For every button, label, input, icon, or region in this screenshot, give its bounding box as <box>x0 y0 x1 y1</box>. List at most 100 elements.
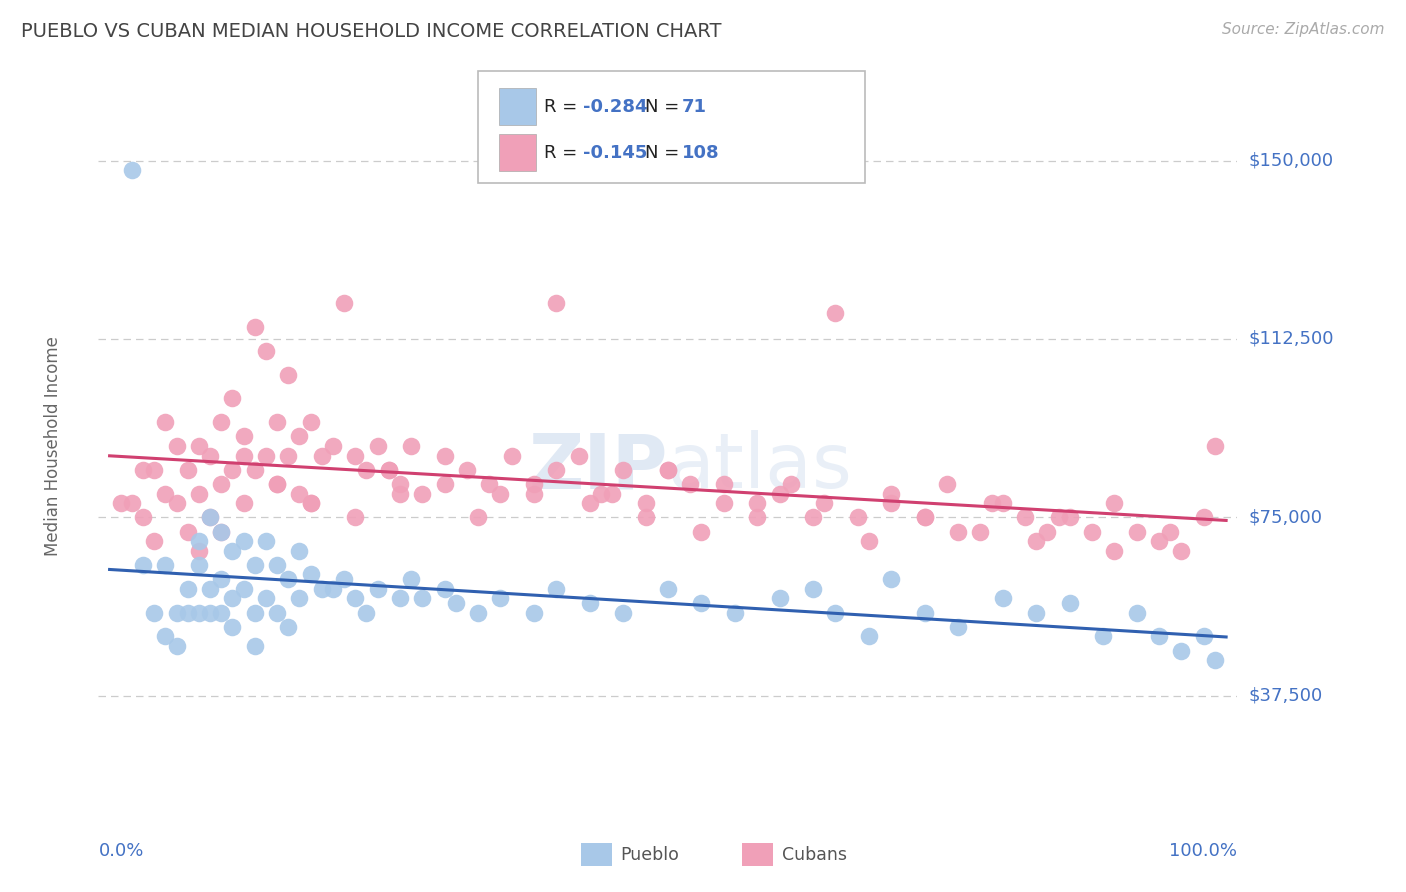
Point <box>991 591 1014 606</box>
Point <box>243 320 266 334</box>
Point <box>299 496 322 510</box>
Text: -0.284: -0.284 <box>583 97 648 116</box>
Point <box>657 582 679 596</box>
Point <box>779 477 801 491</box>
Point <box>914 510 936 524</box>
Point <box>166 606 188 620</box>
Point <box>880 572 903 586</box>
Point <box>110 496 132 510</box>
Point <box>155 415 177 429</box>
Point <box>266 477 288 491</box>
Text: $112,500: $112,500 <box>1249 330 1334 348</box>
Point <box>132 510 155 524</box>
Point <box>523 486 546 500</box>
Point <box>377 463 399 477</box>
Point <box>322 582 344 596</box>
Point <box>858 629 880 643</box>
Point <box>880 486 903 500</box>
Point <box>456 463 478 477</box>
Point <box>489 591 512 606</box>
Point <box>801 582 824 596</box>
Text: 0.0%: 0.0% <box>98 842 143 860</box>
Point <box>243 558 266 572</box>
Point <box>266 558 288 572</box>
Point <box>657 463 679 477</box>
Point <box>399 439 422 453</box>
Text: 108: 108 <box>682 144 720 161</box>
Point <box>299 567 322 582</box>
Point <box>254 591 277 606</box>
Point <box>232 449 254 463</box>
Text: PUEBLO VS CUBAN MEDIAN HOUSEHOLD INCOME CORRELATION CHART: PUEBLO VS CUBAN MEDIAN HOUSEHOLD INCOME … <box>21 22 721 41</box>
Point <box>713 477 735 491</box>
Point <box>801 510 824 524</box>
Point <box>166 439 188 453</box>
Point <box>367 439 389 453</box>
Text: ZIP: ZIP <box>529 431 668 504</box>
Point <box>344 591 367 606</box>
Point <box>198 510 221 524</box>
Point <box>187 534 209 549</box>
Point <box>1159 524 1181 539</box>
Point <box>433 477 456 491</box>
Point <box>946 524 969 539</box>
Point <box>243 639 266 653</box>
Point <box>433 582 456 596</box>
Point <box>679 477 702 491</box>
Point <box>288 429 311 443</box>
Point <box>209 606 232 620</box>
Point <box>377 463 399 477</box>
Text: -0.145: -0.145 <box>583 144 648 161</box>
Point <box>177 606 200 620</box>
Point <box>1036 524 1059 539</box>
Point <box>277 620 299 634</box>
Point <box>254 449 277 463</box>
Point <box>980 496 1002 510</box>
Point <box>1081 524 1104 539</box>
Point <box>121 163 143 178</box>
Point <box>209 524 232 539</box>
Point <box>1047 510 1070 524</box>
Point <box>198 510 221 524</box>
Text: $75,000: $75,000 <box>1249 508 1323 526</box>
Point <box>1126 524 1149 539</box>
Point <box>155 558 177 572</box>
Point <box>209 477 232 491</box>
Point <box>969 524 991 539</box>
Point <box>121 496 143 510</box>
Point <box>747 510 769 524</box>
Point <box>824 306 846 320</box>
Point <box>322 439 344 453</box>
Point <box>143 534 166 549</box>
Point <box>1104 496 1126 510</box>
Point <box>143 606 166 620</box>
Point <box>221 591 243 606</box>
Point <box>243 463 266 477</box>
Text: atlas: atlas <box>668 431 852 504</box>
Text: R =: R = <box>544 97 583 116</box>
Point <box>578 596 600 610</box>
Point <box>690 596 713 610</box>
Point <box>266 477 288 491</box>
Point <box>690 524 713 539</box>
Point <box>589 486 612 500</box>
Point <box>356 463 378 477</box>
Text: $150,000: $150,000 <box>1249 152 1333 169</box>
Point <box>1104 543 1126 558</box>
Point <box>333 572 356 586</box>
Point <box>266 606 288 620</box>
Text: 71: 71 <box>682 97 707 116</box>
Point <box>266 415 288 429</box>
Point <box>768 591 790 606</box>
Point <box>221 543 243 558</box>
Point <box>433 449 456 463</box>
Point <box>399 572 422 586</box>
Point <box>187 558 209 572</box>
Text: N =: N = <box>645 144 685 161</box>
Point <box>467 510 489 524</box>
Point <box>813 496 835 510</box>
Point <box>1092 629 1115 643</box>
Point <box>1059 510 1081 524</box>
Point <box>221 392 243 406</box>
Point <box>1170 643 1192 657</box>
